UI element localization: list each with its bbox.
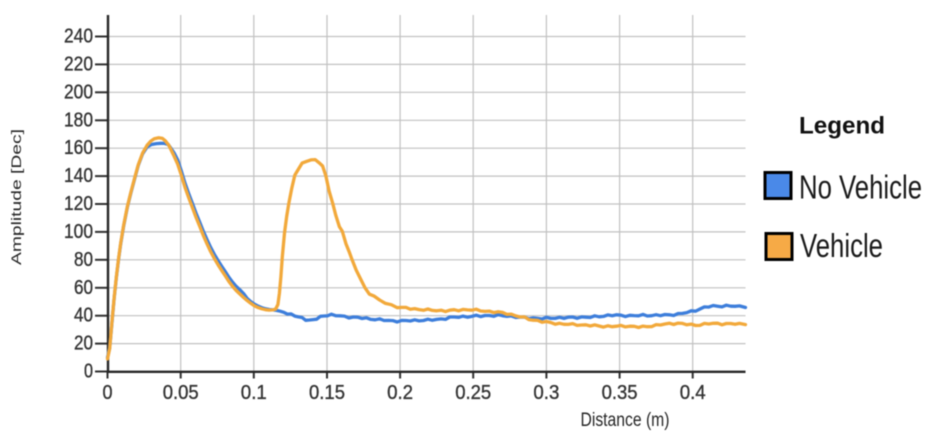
svg-text:0.1: 0.1 bbox=[241, 382, 267, 404]
svg-text:0.25: 0.25 bbox=[455, 382, 491, 404]
svg-text:Legend: Legend bbox=[799, 113, 885, 140]
svg-text:120: 120 bbox=[64, 193, 93, 215]
svg-text:60: 60 bbox=[74, 277, 93, 299]
svg-text:40: 40 bbox=[74, 305, 93, 327]
svg-text:100: 100 bbox=[64, 221, 93, 243]
svg-text:0.2: 0.2 bbox=[387, 382, 413, 404]
svg-text:0: 0 bbox=[103, 382, 113, 404]
svg-text:20: 20 bbox=[74, 333, 93, 355]
svg-text:Vehicle: Vehicle bbox=[800, 227, 883, 264]
svg-text:180: 180 bbox=[64, 109, 93, 131]
svg-text:No Vehicle: No Vehicle bbox=[799, 169, 922, 206]
svg-text:0.35: 0.35 bbox=[602, 382, 638, 404]
svg-text:200: 200 bbox=[64, 81, 93, 103]
svg-text:220: 220 bbox=[64, 53, 93, 75]
svg-text:80: 80 bbox=[74, 249, 93, 271]
svg-text:Amplitude [Dec]: Amplitude [Dec] bbox=[8, 129, 24, 265]
svg-text:240: 240 bbox=[64, 26, 93, 48]
svg-text:Distance (m): Distance (m) bbox=[581, 410, 670, 431]
svg-text:0.3: 0.3 bbox=[533, 382, 559, 404]
svg-text:0.05: 0.05 bbox=[163, 382, 199, 404]
svg-text:0.15: 0.15 bbox=[309, 382, 345, 404]
svg-text:140: 140 bbox=[64, 165, 93, 187]
svg-text:0: 0 bbox=[84, 361, 93, 383]
svg-text:0.4: 0.4 bbox=[680, 382, 706, 404]
svg-text:160: 160 bbox=[64, 137, 93, 159]
